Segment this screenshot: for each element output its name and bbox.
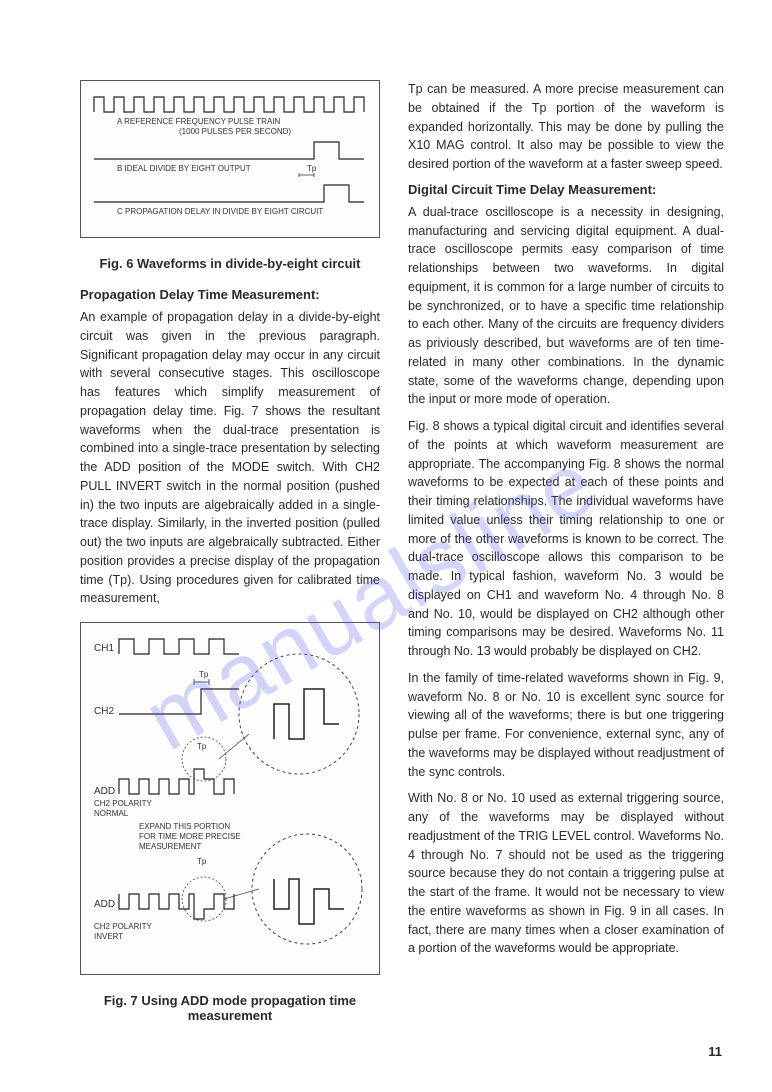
left-column: A REFERENCE FREQUENCY PULSE TRAIN (1000 …	[80, 80, 380, 1039]
fig7-add2-sub1: CH2 POLARITY	[94, 922, 152, 931]
fig7-caption: Fig. 7 Using ADD mode propagation time m…	[80, 993, 380, 1023]
fig6-a-label: A REFERENCE FREQUENCY PULSE TRAIN	[117, 117, 281, 126]
fig7-svg: CH1 Tp CH2 Tp ADD CH2 POLARITY	[89, 629, 369, 959]
fig7-ch1: CH1	[94, 643, 114, 654]
fig6-svg: A REFERENCE FREQUENCY PULSE TRAIN (1000 …	[89, 87, 369, 222]
fig7-tp2: Tp	[197, 742, 207, 751]
fig6-tp-label: Tp	[307, 164, 317, 173]
fig7-add2-sub2: INVERT	[94, 932, 123, 941]
fig7-add1-sub1: CH2 POLARITY	[94, 799, 152, 808]
right-para2: A dual-trace oscilloscope is a necessity…	[408, 203, 724, 409]
fig7-add1: ADD	[94, 786, 115, 797]
right-column: Tp can be measured. A more precise measu…	[408, 80, 724, 1039]
fig7-add1-sub2: NORMAL	[94, 809, 129, 818]
fig6-a-sub: (1000 PULSES PER SECOND)	[179, 127, 291, 136]
right-para3: Fig. 8 shows a typical digital circuit a…	[408, 417, 724, 661]
fig7-tp1: Tp	[199, 670, 209, 679]
right-para4: In the family of time-related waveforms …	[408, 669, 724, 782]
fig7-tp3: Tp	[197, 857, 207, 866]
prop-delay-heading: Propagation Delay Time Measurement:	[80, 287, 380, 302]
fig7-expand2: FOR TIME MORE PRECISE	[139, 832, 241, 841]
digital-heading: Digital Circuit Time Delay Measurement:	[408, 182, 724, 197]
fig7-add2: ADD	[94, 899, 115, 910]
page-content: A REFERENCE FREQUENCY PULSE TRAIN (1000 …	[0, 0, 772, 1079]
fig6-b-label: B IDEAL DIVIDE BY EIGHT OUTPUT	[117, 164, 251, 173]
fig7-box: CH1 Tp CH2 Tp ADD CH2 POLARITY	[80, 622, 380, 975]
page-number: 11	[708, 1044, 722, 1059]
right-para1: Tp can be measured. A more precise measu…	[408, 80, 724, 174]
fig6-c-label: C PROPAGATION DELAY IN DIVIDE BY EIGHT C…	[117, 207, 323, 216]
right-para5: With No. 8 or No. 10 used as external tr…	[408, 789, 724, 958]
fig7-expand1: EXPAND THIS PORTION	[139, 822, 230, 831]
fig6-caption: Fig. 6 Waveforms in divide-by-eight circ…	[80, 256, 380, 271]
fig7-expand3: MEASUREMENT	[139, 842, 201, 851]
fig7-ch2: CH2	[94, 706, 114, 717]
fig6-box: A REFERENCE FREQUENCY PULSE TRAIN (1000 …	[80, 80, 380, 238]
prop-delay-para: An example of propagation delay in a div…	[80, 308, 380, 608]
